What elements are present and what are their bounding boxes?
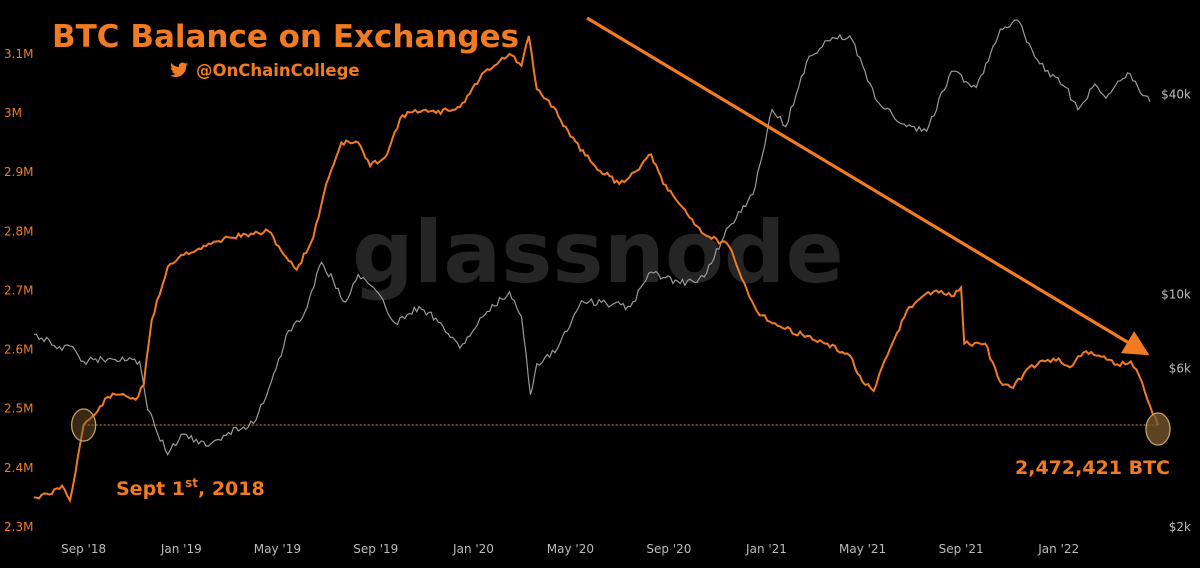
end-point-marker: [1145, 412, 1171, 446]
left-tick-label: 2.7M: [4, 283, 33, 297]
right-tick-label: $40k: [1161, 88, 1191, 102]
x-tick-label: Sep '19: [353, 542, 398, 556]
x-tick-label: May '21: [839, 542, 886, 556]
left-tick-label: 2.8M: [4, 224, 33, 238]
price-series-line: [34, 19, 1151, 456]
x-tick-label: Sep '21: [939, 542, 984, 556]
x-tick-label: Jan '20: [452, 542, 494, 556]
left-tick-label: 2.5M: [4, 402, 33, 416]
right-tick-label: $6k: [1169, 361, 1191, 375]
left-tick-label: 2.6M: [4, 343, 33, 357]
x-tick-label: Jan '21: [745, 542, 787, 556]
watermark: glassnode: [352, 203, 844, 303]
right-tick-label: $2k: [1169, 520, 1191, 534]
twitter-icon: [170, 62, 188, 78]
x-axis: Sep '18 Jan '19 May '19 Sep '19 Jan '20 May '…: [61, 542, 1079, 556]
left-tick-label: 3.1M: [4, 47, 33, 61]
x-tick-label: Sep '20: [646, 542, 691, 556]
chart-title: BTC Balance on Exchanges: [52, 19, 519, 55]
x-tick-label: Jan '22: [1037, 542, 1079, 556]
x-tick-label: May '19: [254, 542, 301, 556]
chart-subtitle: @OnChainCollege: [196, 61, 360, 80]
right-tick-label: $10k: [1161, 288, 1191, 302]
left-tick-label: 3M: [4, 106, 22, 120]
left-tick-label: 2.3M: [4, 520, 33, 534]
left-tick-label: 2.4M: [4, 461, 33, 475]
end-annotation: 2,472,421 BTC: [1015, 457, 1170, 479]
start-point-marker: [70, 408, 97, 442]
right-axis: $40k $10k $6k $2k: [1161, 88, 1191, 535]
start-annotation: Sept 1st, 2018: [116, 476, 265, 500]
balance-series-line: [33, 35, 1159, 504]
x-tick-label: Jan '19: [160, 542, 202, 556]
x-tick-label: Sep '18: [61, 542, 106, 556]
left-tick-label: 2.9M: [4, 165, 33, 179]
x-tick-label: May '20: [547, 542, 594, 556]
downtrend-arrow: [586, 16, 1150, 356]
left-axis: 3.1M 3M 2.9M 2.8M 2.7M 2.6M 2.5M 2.4M 2.3M: [4, 47, 33, 534]
